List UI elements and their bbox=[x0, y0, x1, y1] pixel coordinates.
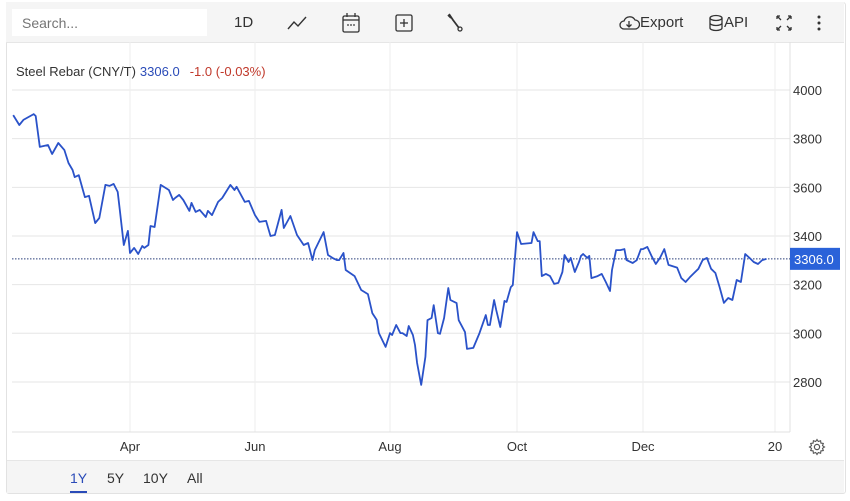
last-price-tag bbox=[790, 247, 840, 270]
y-tick-label: 2800 bbox=[793, 375, 822, 390]
api-button[interactable]: API bbox=[708, 12, 748, 34]
export-label: Export bbox=[640, 14, 684, 31]
last-price-tag-label: 3306.0 bbox=[794, 252, 834, 267]
last-price: 3306.0 bbox=[139, 64, 180, 79]
search-input[interactable] bbox=[12, 9, 207, 36]
range-5y[interactable]: 5Y bbox=[107, 470, 125, 486]
more-vertical-icon[interactable] bbox=[814, 12, 824, 34]
y-tick-label: 3800 bbox=[793, 132, 822, 147]
chart-legend: Steel Rebar (CNY/T) 3306.0 -1.0 (-0.03%) bbox=[16, 64, 266, 79]
x-tick-label: Dec bbox=[631, 439, 655, 454]
x-tick-label: Jun bbox=[245, 439, 266, 454]
toolbar: 1D Export API bbox=[6, 2, 844, 43]
y-tick-label: 3200 bbox=[793, 278, 822, 293]
y-tick-label: 3400 bbox=[793, 229, 822, 244]
chart-widget bbox=[6, 2, 846, 494]
range-selector: 1Y 5Y 10Y All bbox=[7, 460, 844, 493]
instrument-name: Steel Rebar (CNY/T) bbox=[16, 64, 136, 79]
range-10y[interactable]: 10Y bbox=[143, 470, 168, 486]
api-label: API bbox=[724, 14, 749, 31]
export-button[interactable]: Export bbox=[618, 12, 683, 34]
price-chart[interactable]: 2800 3000 3200 3400 3600 3800 4000 Apr Jun Aug Oct… bbox=[0, 0, 850, 460]
y-tick-label: 3000 bbox=[793, 326, 822, 341]
database-icon bbox=[709, 14, 723, 32]
interval-button[interactable]: 1D bbox=[234, 14, 254, 31]
y-tick-label: 4000 bbox=[793, 83, 822, 98]
price-change: -1.0 (-0.03%) bbox=[189, 64, 266, 79]
cloud-download-icon bbox=[619, 16, 640, 30]
x-tick-label: Apr bbox=[120, 439, 141, 454]
line-chart-icon[interactable] bbox=[286, 12, 308, 34]
fullscreen-icon[interactable] bbox=[774, 12, 794, 34]
y-tick-label: 3600 bbox=[793, 180, 822, 195]
x-tick-label: Aug bbox=[378, 439, 401, 454]
range-all[interactable]: All bbox=[187, 470, 203, 486]
x-tick-label: 20 bbox=[768, 439, 782, 454]
range-1y[interactable]: 1Y bbox=[70, 470, 88, 493]
x-tick-label: Oct bbox=[507, 439, 528, 454]
wrench-icon[interactable] bbox=[444, 12, 464, 34]
price-line bbox=[12, 113, 767, 386]
calendar-icon[interactable] bbox=[341, 12, 361, 34]
add-indicator-icon[interactable] bbox=[394, 12, 414, 34]
gear-icon[interactable] bbox=[808, 438, 826, 456]
